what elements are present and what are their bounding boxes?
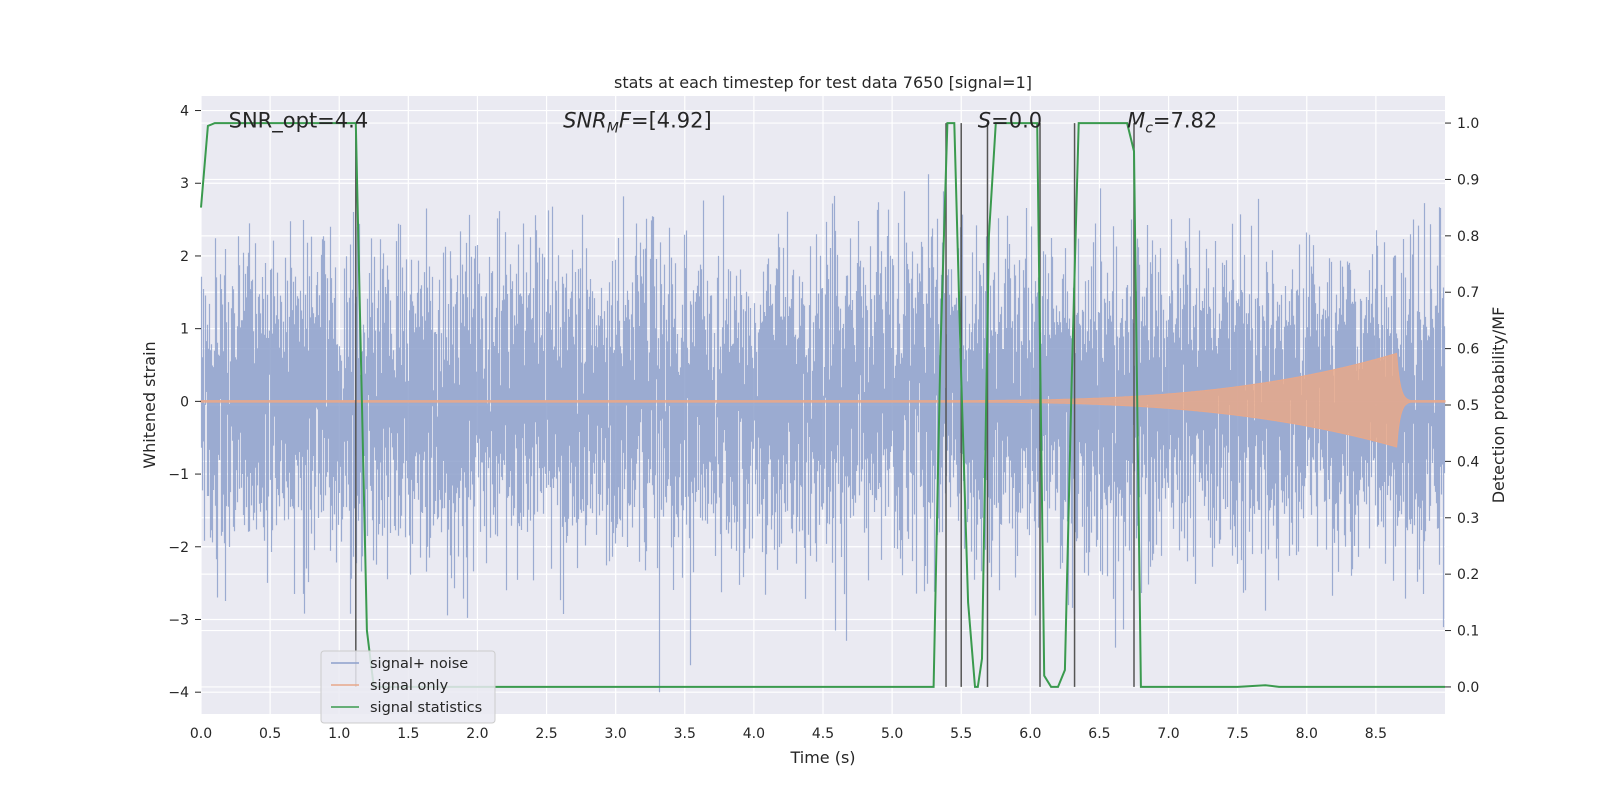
x-tick-label-14: 7.0 (1157, 726, 1179, 742)
y-left-tick-label-2: −2 (168, 540, 189, 556)
x-tick-label-7: 3.5 (674, 726, 696, 742)
y-left-tick-label-7: 3 (180, 176, 189, 192)
annotation-chirp-mass: Mc=7.82 (1127, 108, 1217, 136)
y-right-tick-label-2: 0.2 (1457, 567, 1479, 583)
x-tick-label-2: 1.0 (328, 726, 350, 742)
x-tick-label-12: 6.0 (1019, 726, 1041, 742)
x-tick-label-9: 4.5 (812, 726, 834, 742)
x-tick-label-10: 5.0 (881, 726, 903, 742)
annotation-snr-opt: SNR_opt=4.4 (229, 108, 369, 133)
x-tick-label-3: 1.5 (397, 726, 419, 742)
y-right-axis-ticks: 0.0 0.1 0.2 0.3 0.4 0.5 0.6 0.7 0.8 0.9 1.0 (1445, 116, 1479, 696)
x-axis-label: Time (s) (789, 748, 855, 767)
x-axis-ticks: 0.0 0.5 1.0 1.5 2.0 2.5 3.0 3.5 4.0 4.5 5.0 5.5 6.0 6… (190, 726, 1387, 742)
x-tick-label-4: 2.0 (466, 726, 488, 742)
legend-box (320, 650, 496, 724)
y-left-tick-label-0: −4 (168, 685, 189, 701)
x-tick-label-15: 7.5 (1227, 726, 1249, 742)
y-left-tick-label-5: 1 (180, 322, 189, 338)
y-left-tick-label-1: −3 (168, 612, 189, 628)
annotation-s-value: S=0.0 (978, 108, 1042, 132)
x-tick-label-16: 8.0 (1296, 726, 1318, 742)
x-tick-label-8: 4.0 (743, 726, 765, 742)
legend-label-signal-only: signal only (370, 678, 449, 694)
y-right-tick-label-6: 0.6 (1457, 342, 1479, 358)
y-left-tick-label-8: 4 (180, 104, 189, 120)
y-left-tick-label-6: 2 (180, 249, 189, 265)
x-tick-label-6: 3.0 (605, 726, 627, 742)
annotations: SNR_opt=4.4 SNRMF=[4.92] S=0.0 Mc=7.82 (229, 108, 1218, 136)
x-tick-label-13: 6.5 (1088, 726, 1110, 742)
x-tick-label-11: 5.5 (950, 726, 972, 742)
x-tick-label-1: 0.5 (259, 726, 281, 742)
x-tick-label-17: 8.5 (1365, 726, 1387, 742)
y-right-tick-label-1: 0.1 (1457, 624, 1479, 640)
y-right-tick-label-9: 0.9 (1457, 172, 1479, 188)
x-tick-label-0: 0.0 (190, 726, 212, 742)
series-signal-only (200, 352, 1446, 448)
y-left-tick-label-3: −1 (168, 467, 189, 483)
y-right-tick-label-8: 0.8 (1457, 229, 1479, 245)
annotation-snr-mf: SNRMF=[4.92] (563, 108, 712, 136)
y-left-tick-label-4: 0 (180, 394, 189, 410)
y-left-axis-ticks: −4 −3 −2 −1 0 1 2 3 4 (168, 104, 201, 701)
y-right-tick-label-5: 0.5 (1457, 398, 1479, 414)
y-right-tick-label-10: 1.0 (1457, 116, 1479, 132)
y-right-tick-label-7: 0.7 (1457, 285, 1479, 301)
legend-label-signal-plus-noise: signal+ noise (370, 656, 468, 672)
y-right-tick-label-0: 0.0 (1457, 680, 1479, 696)
legend-label-signal-statistics: signal statistics (370, 700, 482, 716)
y-right-tick-label-4: 0.4 (1457, 454, 1479, 470)
y-right-tick-label-3: 0.3 (1457, 511, 1479, 527)
y-left-axis-label: Whitened strain (140, 341, 159, 468)
x-tick-label-5: 2.5 (535, 726, 557, 742)
y-right-axis-label: Detection probability/MF (1489, 307, 1508, 504)
signal-only-line (200, 352, 1446, 448)
chart-title: stats at each timestep for test data 765… (614, 73, 1032, 92)
legend: signal+ noise signal only signal statist… (320, 650, 496, 724)
